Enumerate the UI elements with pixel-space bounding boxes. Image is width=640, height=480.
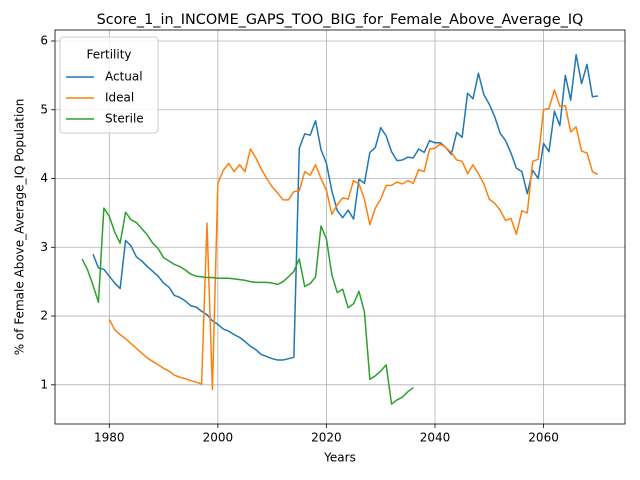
y-tick-label: 6 <box>40 34 48 48</box>
y-axis-label: % of Female Above_Average_IQ Population <box>13 99 27 356</box>
y-tick-label: 4 <box>40 171 48 185</box>
series-line <box>92 54 598 361</box>
y-tick-label: 1 <box>40 377 48 391</box>
x-tick-label: 2020 <box>311 431 342 445</box>
x-axis-label: Years <box>323 451 356 465</box>
x-tick-label: 2060 <box>528 431 559 445</box>
legend: Fertility Actual Ideal Sterile <box>59 36 159 134</box>
grid <box>55 30 625 424</box>
x-tick-label: 2040 <box>420 431 451 445</box>
legend-label: Sterile <box>105 112 144 126</box>
y-tick-label: 2 <box>40 309 48 323</box>
legend-label: Actual <box>105 70 143 84</box>
x-tick-label: 1980 <box>94 431 125 445</box>
lines <box>81 54 599 405</box>
series-line <box>108 89 599 391</box>
y-tick-label: 3 <box>40 240 48 254</box>
y-tick-label: 5 <box>40 102 48 116</box>
legend-title: Fertility <box>86 48 131 62</box>
chart-title: Score_1_in_INCOME_GAPS_TOO_BIG_for_Femal… <box>97 12 584 28</box>
x-tick-label: 2000 <box>203 431 234 445</box>
plot-frame <box>54 29 626 425</box>
series-line <box>81 207 414 405</box>
legend-box <box>59 36 159 134</box>
legend-label: Ideal <box>105 91 134 105</box>
